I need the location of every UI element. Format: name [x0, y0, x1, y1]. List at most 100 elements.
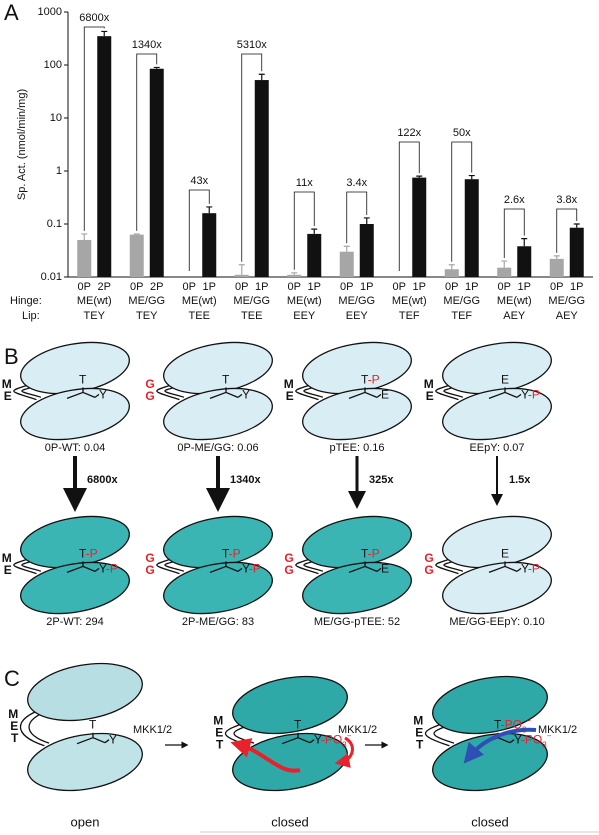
error-bar: [501, 260, 508, 268]
c-lobe: [163, 561, 273, 615]
error-bar: [81, 233, 88, 240]
activation-lip: [488, 387, 522, 400]
bar-label: 1P: [413, 281, 426, 293]
residue: G: [145, 389, 154, 403]
lip-residue: Y-PO3−: [314, 731, 352, 749]
error-bar: [291, 272, 298, 275]
bar: [444, 269, 459, 277]
residue: G: [145, 551, 154, 565]
bar: [287, 274, 302, 277]
residue: Y: [521, 562, 529, 576]
lip-label: TEE: [189, 310, 210, 322]
bar: [202, 213, 217, 277]
fold-label: 325x: [369, 474, 394, 486]
bar: [359, 224, 374, 277]
hinge-residue: G: [424, 551, 433, 565]
kinase-label: MKK1/2: [133, 724, 172, 736]
bar-label: 1P: [203, 281, 216, 293]
c-lobe: [232, 732, 348, 792]
hinge-residue: E: [426, 389, 434, 403]
fold-bracket: [398, 141, 420, 271]
residue: 3: [542, 740, 547, 749]
lip-label: TEE: [241, 310, 262, 322]
lip-residue: T: [222, 373, 230, 387]
hinge-residue: E: [10, 719, 18, 733]
bar-label: 1P: [308, 281, 321, 293]
residue: Y: [109, 733, 117, 747]
residue: -P: [229, 547, 241, 561]
c-lobe: [442, 387, 552, 441]
residue: E: [215, 726, 223, 740]
fold-bracket: [503, 208, 525, 259]
dephosphorylation-path: [230, 738, 301, 773]
hinge-label: ME/GG: [548, 295, 585, 307]
hinge-residue: T: [416, 738, 424, 752]
hinge-residue: T: [216, 738, 224, 752]
bar: [464, 179, 479, 277]
hinge-label: ME/GG: [233, 295, 270, 307]
fold-bracket: [556, 208, 578, 253]
c-lobe: [20, 561, 130, 615]
lip-label: TEY: [84, 310, 106, 322]
residue: T: [216, 738, 224, 752]
bar-label: 0P: [130, 281, 143, 293]
error-bar: [521, 238, 528, 247]
state-caption: ME/GG-EEpY: 0.10: [449, 616, 544, 628]
error-bar: [258, 73, 265, 81]
n-lobe: [432, 675, 548, 735]
fold-label: 3.8x: [556, 194, 577, 206]
residue: -P: [368, 547, 380, 561]
residue: Y: [521, 388, 529, 402]
lip-residue: T-P: [222, 547, 241, 561]
residue: -P: [528, 388, 540, 402]
hinge-residue: M: [424, 377, 434, 391]
bar-label: 1P: [465, 281, 478, 293]
residue: G: [424, 551, 433, 565]
lip-residue: T-P: [361, 373, 380, 387]
residue: T: [361, 373, 369, 387]
bar: [254, 80, 269, 278]
hinge-residue: G: [424, 563, 433, 577]
residue: −: [547, 731, 552, 740]
fold-label: 122x: [397, 127, 421, 139]
bar: [129, 234, 144, 277]
fold-label: 6800x: [87, 474, 118, 486]
bar-label: 0P: [550, 281, 563, 293]
residue: M: [8, 707, 18, 721]
hinge-residue: G: [284, 551, 293, 565]
bar-label: 1P: [570, 281, 583, 293]
fold-bracket: [188, 189, 210, 271]
bar-label: 1P: [255, 281, 268, 293]
residue: T: [11, 731, 19, 745]
bar-label: 0P: [340, 281, 353, 293]
fold-label: 1.5x: [509, 474, 531, 486]
bar: [97, 36, 112, 277]
error-bar: [238, 264, 245, 275]
panel-label: B: [4, 344, 19, 369]
state-caption: 2P-WT: 294: [46, 616, 103, 628]
fold-label: 5310x: [237, 39, 267, 51]
residue: T: [494, 718, 502, 732]
error-bar: [416, 175, 423, 178]
error-bar: [311, 228, 318, 234]
hinge-label: ME(wt): [287, 295, 322, 307]
residue: G: [145, 377, 154, 391]
kinase-label: MKK1/2: [338, 724, 377, 736]
residue: E: [415, 726, 423, 740]
lip-residue: E: [501, 547, 509, 561]
residue: G: [145, 563, 154, 577]
error-bar: [153, 66, 160, 69]
hinge-label: ME/GG: [128, 295, 165, 307]
kinase-label: MKK1/2: [538, 724, 577, 736]
activation-lip: [66, 387, 100, 400]
residue: -PO: [501, 718, 522, 732]
row-label: Hinge:: [10, 295, 42, 307]
lip-residue: Y: [242, 388, 250, 402]
row-label: Lip:: [22, 310, 40, 322]
error-bar: [448, 264, 455, 270]
lip-residue: E: [381, 562, 389, 576]
hinge-residue: E: [4, 389, 12, 403]
lip-label: AEY: [503, 310, 526, 322]
state-caption: 0P-WT: 0.04: [45, 442, 106, 454]
state-caption: closed: [471, 814, 509, 829]
